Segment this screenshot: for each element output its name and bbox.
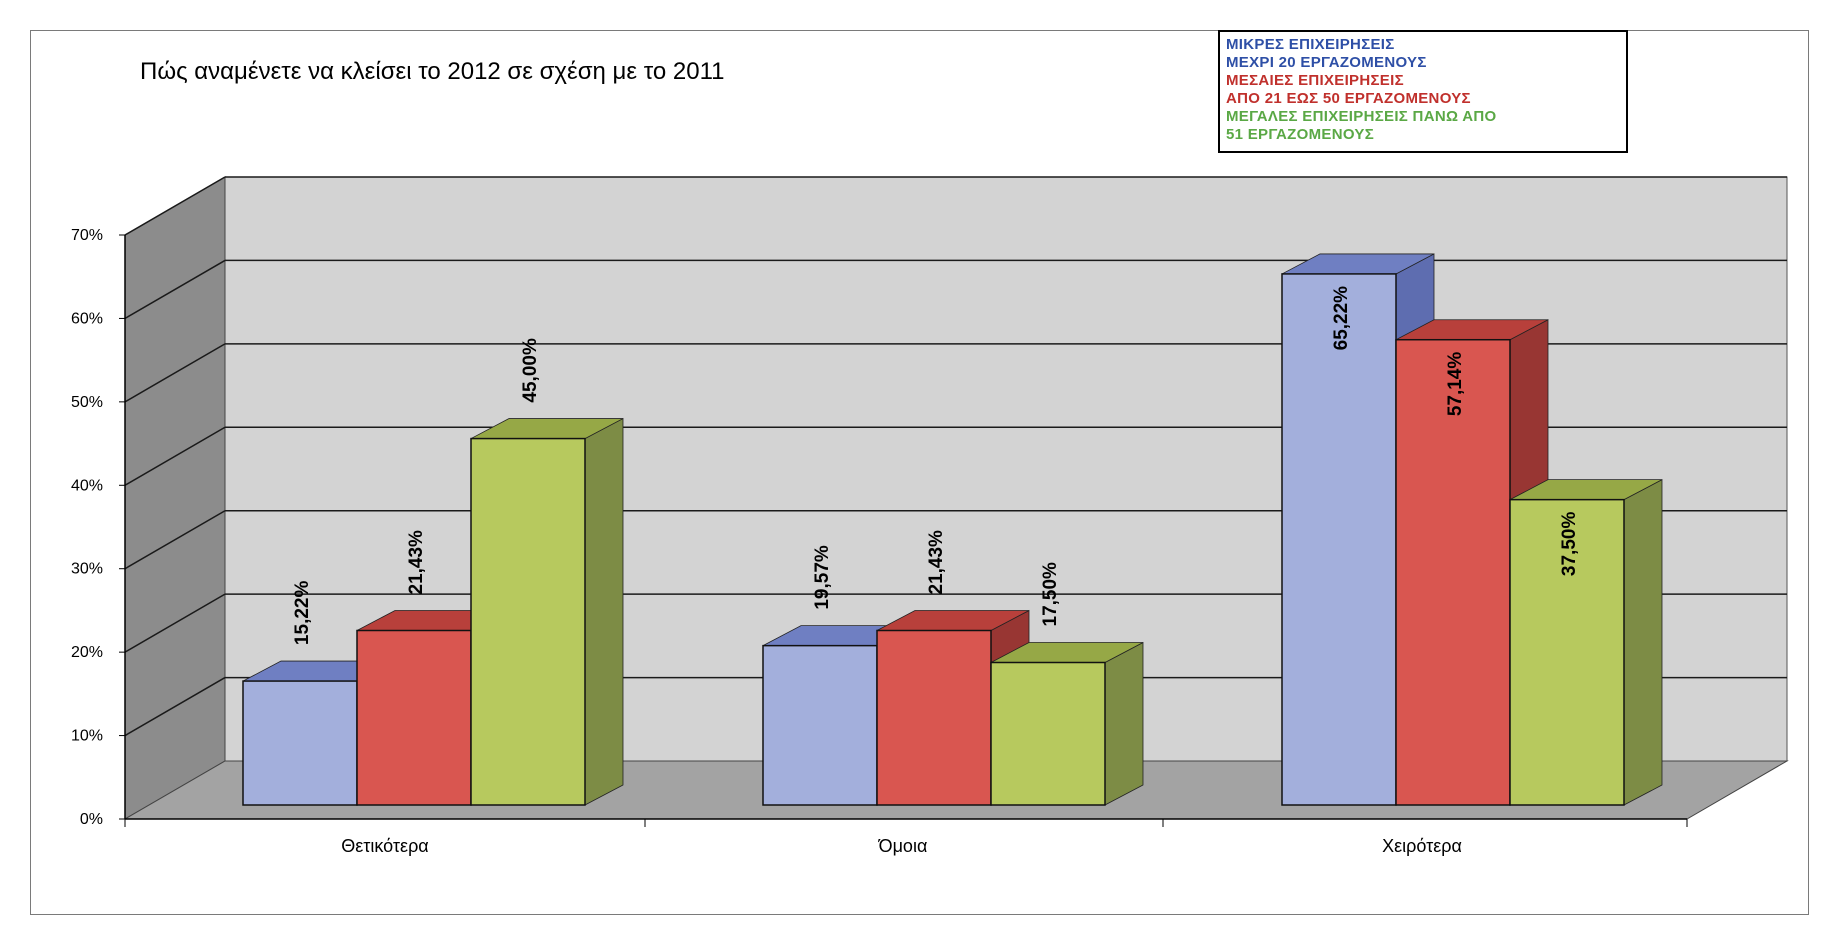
y-tick-label: 60% xyxy=(71,310,103,327)
data-label: 57,14% xyxy=(1445,352,1466,417)
legend-entry-line: ΑΠΟ 21 ΕΩΣ 50 ΕΡΓΑΖΟΜΕΝΟΥΣ xyxy=(1226,90,1471,107)
chart-legend: ΜΙΚΡΕΣ ΕΠΙΧΕΙΡΗΣΕΙΣ ΜΕΧΡΙ 20 ΕΡΓΑΖΟΜΕΝΟΥΣ… xyxy=(1218,30,1628,153)
y-tick-label: 0% xyxy=(80,811,103,828)
x-tick-label: Θετικότερα xyxy=(341,836,428,856)
bar xyxy=(1395,338,1511,806)
data-label: 45,00% xyxy=(520,338,541,403)
y-tick-label: 20% xyxy=(71,644,103,661)
legend-entry-line: ΜΕΣΑΙΕΣ ΕΠΙΧΕΙΡΗΣΕΙΣ xyxy=(1226,72,1404,89)
gridline-side xyxy=(124,176,226,236)
bar xyxy=(356,629,472,806)
gridline-side xyxy=(124,426,226,486)
y-tick-label: 70% xyxy=(71,227,103,244)
legend-entry-line: 51 ΕΡΓΑΖΟΜΕΝΟΥΣ xyxy=(1226,126,1374,143)
legend-entry-line: ΜΕΓΑΛΕΣ ΕΠΙΧΕΙΡΗΣΕΙΣ ΠΑΝΩ ΑΠΟ xyxy=(1226,108,1497,125)
x-tick-label: Χειρότερα xyxy=(1382,836,1462,856)
bar xyxy=(1509,498,1625,806)
data-label: 21,43% xyxy=(406,530,427,595)
legend-entry-line: ΜΕΧΡΙ 20 ΕΡΓΑΖΟΜΕΝΟΥΣ xyxy=(1226,54,1427,71)
gridline-side xyxy=(124,510,226,570)
bar xyxy=(242,680,358,806)
y-tick-label: 30% xyxy=(71,561,103,578)
bar xyxy=(470,437,586,806)
data-label: 19,57% xyxy=(812,545,833,610)
data-label: 37,50% xyxy=(1559,512,1580,577)
side-wall xyxy=(124,176,226,820)
legend-entry-line: ΜΙΚΡΕΣ ΕΠΙΧΕΙΡΗΣΕΙΣ xyxy=(1226,36,1395,53)
y-tick-label: 40% xyxy=(71,477,103,494)
data-label: 65,22% xyxy=(1331,286,1352,351)
bar-side xyxy=(1104,641,1144,806)
bar xyxy=(1281,273,1397,806)
x-tick-label: Όμοια xyxy=(878,836,928,856)
y-tick-label: 10% xyxy=(71,728,103,745)
gridline-side xyxy=(124,676,226,737)
bar xyxy=(762,644,878,806)
gridline-side xyxy=(124,593,226,653)
bar xyxy=(876,629,992,806)
y-tick-label: 50% xyxy=(71,394,103,411)
bar-side xyxy=(584,417,624,806)
gridline-side xyxy=(124,259,226,320)
gridline-side xyxy=(124,343,226,403)
chart-title: Πώς αναμένετε να κλείσει το 2012 σε σχέσ… xyxy=(140,58,725,85)
bar xyxy=(990,661,1106,806)
bar-side xyxy=(1623,478,1663,806)
data-label: 15,22% xyxy=(292,581,313,646)
data-label: 17,50% xyxy=(1040,562,1061,627)
data-label: 21,43% xyxy=(926,530,947,595)
